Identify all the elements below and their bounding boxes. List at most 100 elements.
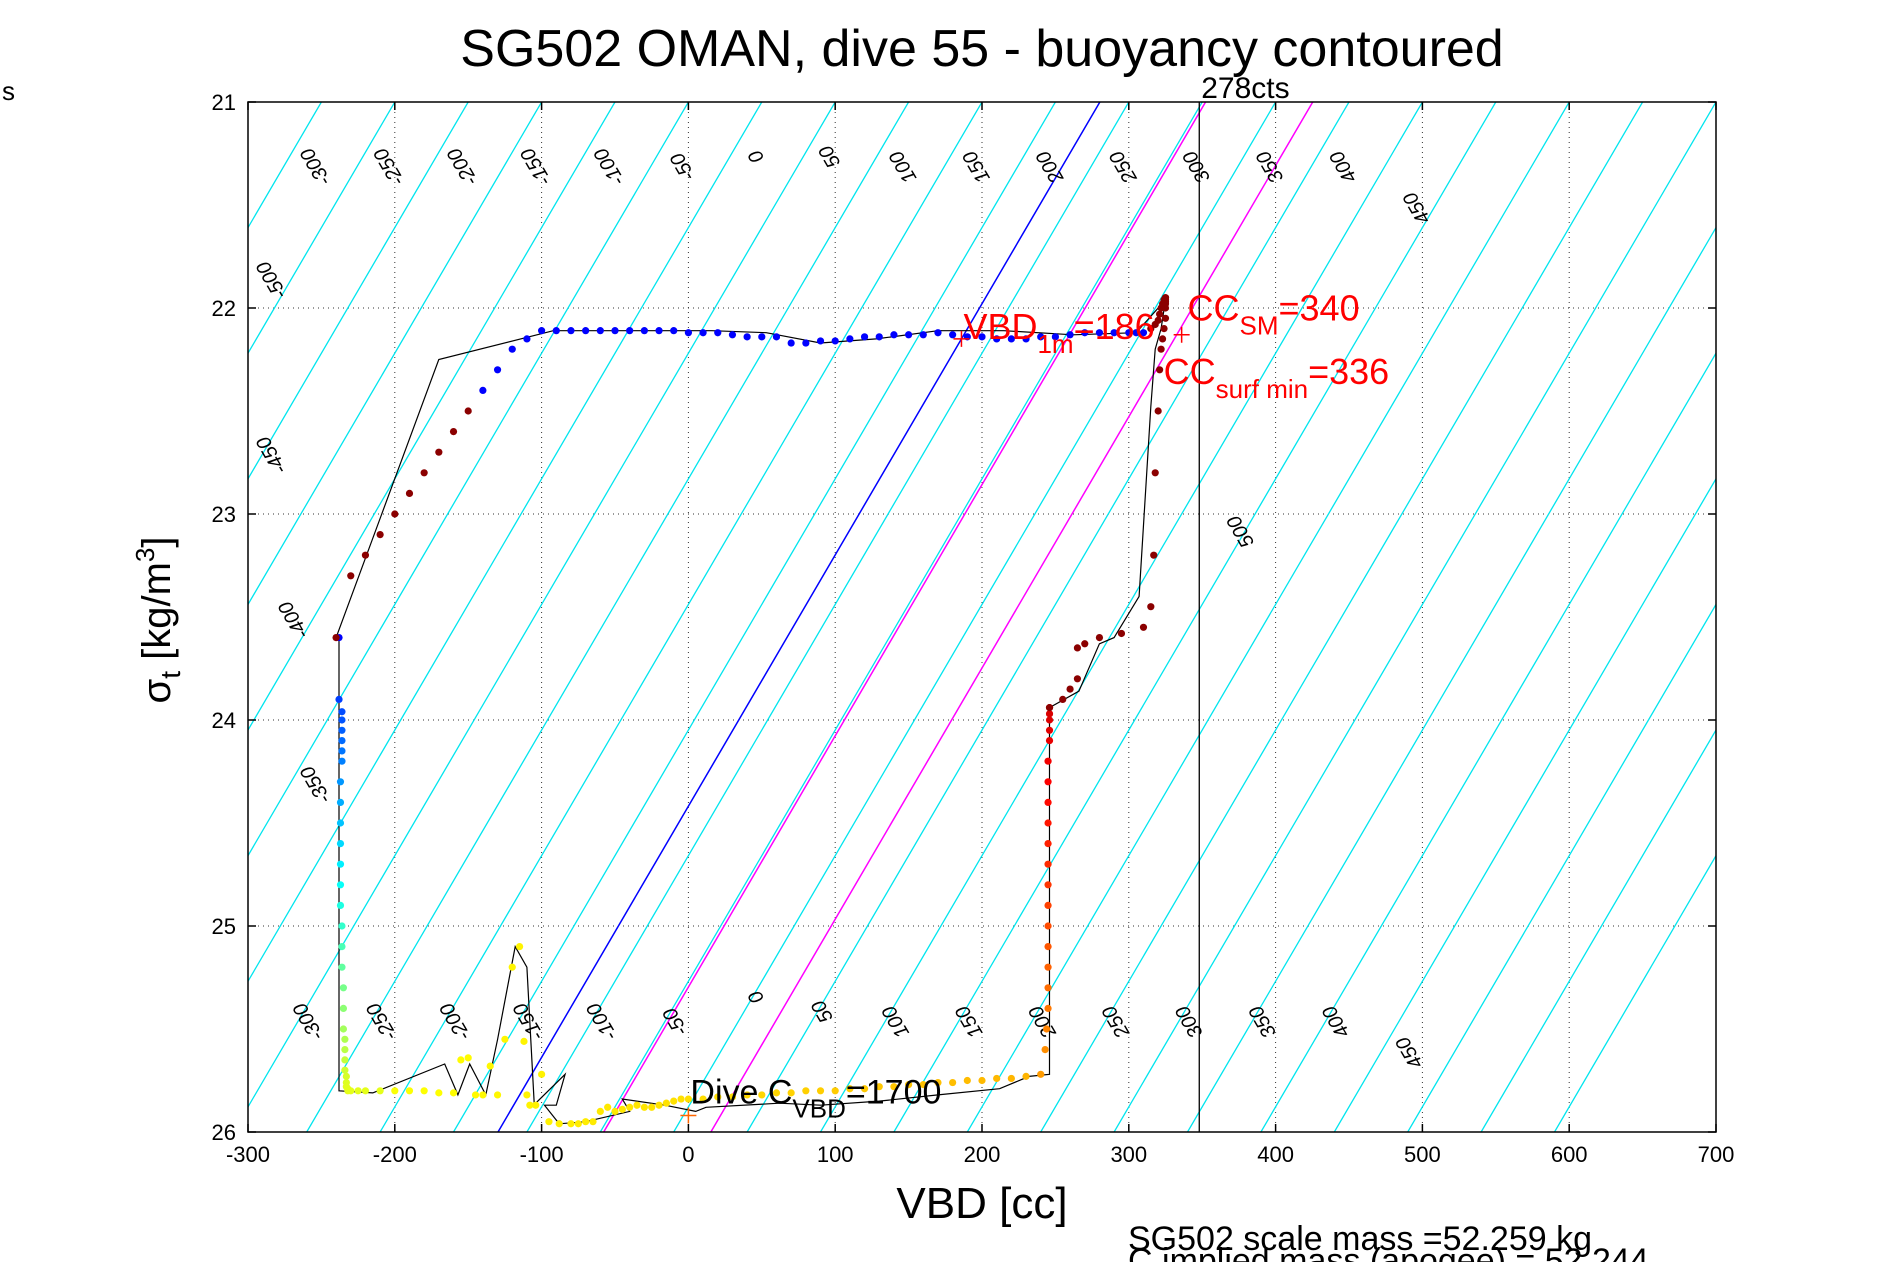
ascent-point-71 (567, 327, 575, 335)
ascent-point-69 (596, 327, 604, 335)
descent-point-100 (1044, 963, 1052, 971)
descent-point-34 (391, 1087, 399, 1095)
y-tick-label-1: 22 (212, 296, 236, 321)
descent-point-71 (684, 1095, 693, 1103)
ascent-point-6 (1095, 634, 1104, 642)
annotation-vbd1m: VBD1m=186 (963, 306, 1154, 359)
descent-point-22 (341, 1046, 349, 1054)
contour-line-15 (248, 102, 763, 983)
annotation-cc-sm-sub: SM (1240, 311, 1279, 341)
footer-scale-mass: SG502 scale mass =52.259 kg (1128, 1220, 1592, 1258)
ascent-point-7 (1117, 629, 1126, 638)
x-axis-ticks: -300 -200 -100 0 100 200 300 400 500 600 700 (226, 102, 1734, 1167)
ascent-point-67 (626, 327, 634, 335)
contour-line-27 (1040, 102, 1644, 1132)
dive-path (335, 297, 1167, 1125)
x-tick-label-6: 300 (1110, 1142, 1147, 1167)
descent-point-54 (555, 1120, 563, 1128)
descent-point-75 (743, 1091, 751, 1099)
annotation-cc-sm-value: =340 (1279, 288, 1360, 329)
ascent-point-48 (905, 331, 913, 339)
ccsurf-marker (1173, 326, 1190, 343)
y-tick-label-4: 25 (212, 914, 236, 939)
descent-point-55 (567, 1120, 575, 1128)
ascent-point-74 (523, 335, 531, 343)
descent-point-32 (361, 1087, 370, 1095)
ascent-point-13 (1156, 366, 1164, 374)
descent-point-49 (523, 1091, 531, 1099)
descent-point-80 (816, 1087, 825, 1095)
descent-point-21 (341, 1035, 349, 1043)
ascent-point-17 (1161, 314, 1170, 322)
ascent-point-72 (552, 327, 560, 335)
annotation-dive-c: Dive CVBD=1700 (690, 1073, 941, 1123)
descent-point-108 (1044, 798, 1052, 807)
ascent-point-45 (949, 331, 957, 339)
ascent-point-58 (758, 333, 766, 341)
ascent-point-4 (1073, 644, 1082, 652)
ascent-point-16 (1160, 325, 1168, 333)
x-tick-label-2: -100 (520, 1142, 564, 1167)
ascent-point-80 (435, 448, 443, 456)
descent-point-88 (934, 1078, 942, 1087)
descent-point-9 (336, 798, 345, 807)
ascent-point-85 (361, 551, 370, 559)
ascent-point-15 (1158, 335, 1167, 343)
annotation-dive-c-sub: VBD (792, 1093, 845, 1123)
y-label-symbol: σ (135, 678, 179, 703)
ascent-point-51 (860, 333, 869, 341)
y-tick-label-2: 23 (212, 502, 236, 527)
descent-point-41 (471, 1091, 480, 1099)
descent-point-82 (846, 1085, 854, 1093)
ascent-point-78 (464, 407, 472, 415)
contour-line-13 (248, 102, 616, 732)
descent-point-94 (1022, 1072, 1030, 1080)
ascent-point-70 (582, 327, 590, 335)
descent-point-39 (457, 1056, 465, 1064)
descent-point-93 (1007, 1074, 1015, 1083)
descent-point-62 (618, 1105, 626, 1113)
descent-point-79 (802, 1087, 810, 1095)
descent-point-2 (338, 708, 346, 716)
ascent-point-59 (743, 333, 751, 341)
descent-point-98 (1044, 1004, 1052, 1013)
ascent-point-86 (347, 572, 355, 580)
ascent-point-5 (1081, 640, 1089, 648)
ascent-point-14 (1157, 345, 1165, 353)
descent-point-51 (532, 1101, 540, 1109)
descent-point-43 (486, 1062, 494, 1070)
descent-point-50 (526, 1101, 534, 1109)
ascent-point-26 (1157, 304, 1165, 312)
contour-line-26 (966, 102, 1570, 1132)
ascent-point-61 (714, 329, 722, 337)
buoyancy-contours (248, 102, 1716, 1132)
descent-point-14 (336, 901, 345, 910)
descent-point-110 (1044, 757, 1052, 765)
vline-label: 278cts (1201, 72, 1289, 105)
ascent-point-31 (1139, 329, 1148, 337)
x-tick-label-8: 500 (1404, 1142, 1441, 1167)
y-axis-label: σt [kg/m3] (130, 537, 186, 704)
descent-point-97 (1042, 1025, 1051, 1033)
descent-point-35 (405, 1087, 414, 1095)
descent-point-1 (335, 695, 343, 704)
ascent-point-57 (772, 333, 781, 341)
descent-point-66 (648, 1103, 656, 1111)
descent-point-92 (993, 1074, 1001, 1083)
descent-point-64 (633, 1101, 641, 1109)
descent-point-67 (655, 1101, 663, 1109)
contour-line-23 (746, 102, 1350, 1132)
y-label-sub: t (155, 671, 186, 679)
y-tick-label-5: 26 (212, 1120, 236, 1145)
descent-point-30 (347, 1087, 355, 1095)
descent-point-72 (699, 1095, 707, 1103)
descent-point-112 (1045, 726, 1054, 734)
ascent-point-50 (875, 333, 883, 341)
descent-point-63 (626, 1103, 634, 1111)
descent-point-53 (545, 1118, 553, 1126)
descent-point-95 (1037, 1070, 1045, 1078)
ascent-point-77 (479, 386, 487, 394)
descent-point-74 (728, 1093, 737, 1101)
ascent-point-46 (934, 329, 942, 337)
